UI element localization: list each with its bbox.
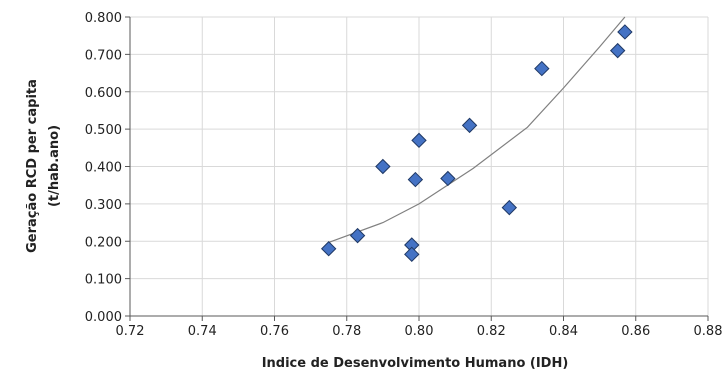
x-tick-label: 0.80 xyxy=(405,324,434,339)
y-axis-title: Geração RCD per capita (t/hab.ano) xyxy=(25,79,62,253)
y-tick-label: 0.000 xyxy=(85,310,122,325)
data-point-marker xyxy=(617,24,633,40)
x-tick-label: 0.78 xyxy=(332,324,361,339)
data-point-marker xyxy=(411,132,427,149)
trendline xyxy=(328,16,626,243)
data-point-marker xyxy=(320,241,337,257)
y-tick-label: 0.300 xyxy=(85,198,122,213)
data-point-marker xyxy=(534,60,550,77)
x-tick-label: 0.72 xyxy=(116,324,145,339)
x-axis-title: Indice de Desenvolvimento Humano (IDH) xyxy=(262,356,569,370)
x-tick-label: 0.88 xyxy=(694,324,722,339)
data-point-marker xyxy=(404,246,420,263)
x-tick-label: 0.84 xyxy=(549,324,578,339)
y-tick-label: 0.400 xyxy=(85,161,122,176)
data-point-marker xyxy=(501,199,518,216)
x-tick-label: 0.74 xyxy=(188,324,217,339)
trendline-group xyxy=(328,16,626,243)
axes xyxy=(125,16,709,321)
y-axis-title-line1: Geração RCD per capita xyxy=(25,79,40,253)
y-tick-label: 0.700 xyxy=(85,48,122,63)
tick-labels: 0.72 0.74 0.76 0.78 0.80 0.82 0.84 0.86 0.88 0.00… xyxy=(85,11,722,339)
data-point-marker xyxy=(375,158,391,175)
data-point-marker xyxy=(440,170,456,187)
y-tick-label: 0.100 xyxy=(85,273,122,288)
x-tick-label: 0.82 xyxy=(477,324,506,339)
y-tick-label: 0.800 xyxy=(85,11,122,26)
data-point-marker xyxy=(609,42,626,59)
data-point-marker xyxy=(461,117,478,134)
x-tick-label: 0.76 xyxy=(260,324,289,339)
y-tick-label: 0.200 xyxy=(85,235,122,250)
data-points xyxy=(320,24,633,263)
data-point-marker xyxy=(349,227,366,244)
y-axis-title-line2: (t/hab.ano) xyxy=(47,125,62,207)
x-tick-label: 0.86 xyxy=(621,324,650,339)
data-point-marker xyxy=(407,171,424,188)
y-tick-label: 0.600 xyxy=(85,86,122,101)
y-tick-label: 0.500 xyxy=(85,123,122,138)
